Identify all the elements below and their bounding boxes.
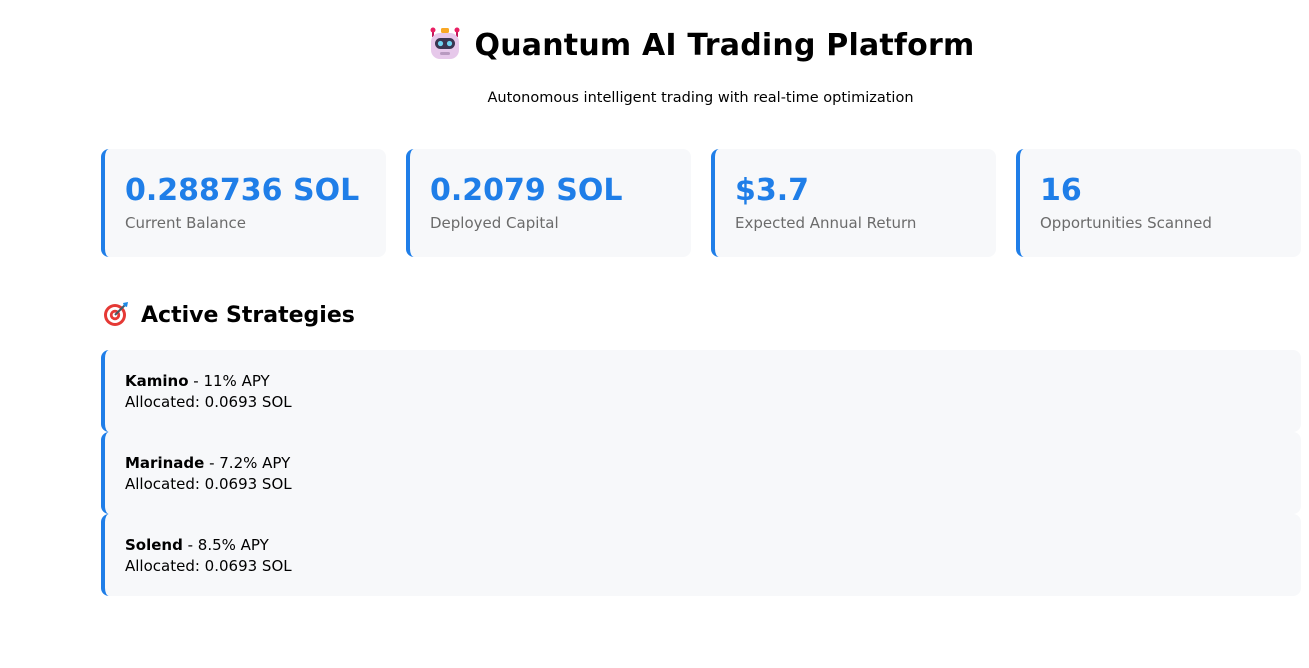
page-subtitle: Autonomous intelligent trading with real… <box>487 90 914 106</box>
strategy-name: Solend <box>125 536 183 554</box>
stat-card-opportunities-scanned: 16 Opportunities Scanned <box>1016 149 1301 257</box>
strategy-allocation: Allocated: 0.0693 SOL <box>125 557 292 575</box>
strategy-name: Kamino <box>125 372 189 390</box>
strategy-apy: - 7.2% APY <box>204 454 291 472</box>
stat-value: 16 <box>1040 173 1082 208</box>
active-strategies-heading: Active Strategies <box>103 300 355 332</box>
strategy-item-kamino: Kamino - 11% APY Allocated: 0.0693 SOL <box>101 350 1301 432</box>
stats-row: 0.288736 SOL Current Balance 0.2079 SOL … <box>101 149 1301 257</box>
strategy-allocation: Allocated: 0.0693 SOL <box>125 393 292 411</box>
strategy-heading: Solend - 8.5% APY <box>125 535 1301 556</box>
strategy-item-marinade: Marinade - 7.2% APY Allocated: 0.0693 SO… <box>101 432 1301 514</box>
stat-label: Deployed Capital <box>430 214 559 232</box>
stat-card-deployed-capital: 0.2079 SOL Deployed Capital <box>406 149 691 257</box>
section-title-text: Active Strategies <box>141 303 355 328</box>
strategy-name: Marinade <box>125 454 205 472</box>
page-title-text: Quantum AI Trading Platform <box>474 28 975 63</box>
stat-label: Expected Annual Return <box>735 214 917 232</box>
strategy-item-solend: Solend - 8.5% APY Allocated: 0.0693 SOL <box>101 514 1301 596</box>
robot-icon <box>430 27 460 59</box>
strategy-apy: - 11% APY <box>188 372 270 390</box>
stat-label: Current Balance <box>125 214 246 232</box>
page-title: Quantum AI Trading Platform <box>100 24 1301 68</box>
page-header: Quantum AI Trading Platform Autonomous i… <box>100 24 1301 108</box>
stat-value: 0.2079 SOL <box>430 173 623 208</box>
strategy-heading: Kamino - 11% APY <box>125 371 1301 392</box>
stat-card-current-balance: 0.288736 SOL Current Balance <box>101 149 386 257</box>
strategy-apy: - 8.5% APY <box>182 536 269 554</box>
strategy-heading: Marinade - 7.2% APY <box>125 453 1301 474</box>
stat-label: Opportunities Scanned <box>1040 214 1212 232</box>
strategy-list: Kamino - 11% APY Allocated: 0.0693 SOL M… <box>101 350 1301 596</box>
stat-card-expected-annual-return: $3.7 Expected Annual Return <box>711 149 996 257</box>
stat-value: $3.7 <box>735 173 810 208</box>
target-icon <box>104 302 128 326</box>
strategy-allocation: Allocated: 0.0693 SOL <box>125 475 292 493</box>
stat-value: 0.288736 SOL <box>125 173 360 208</box>
